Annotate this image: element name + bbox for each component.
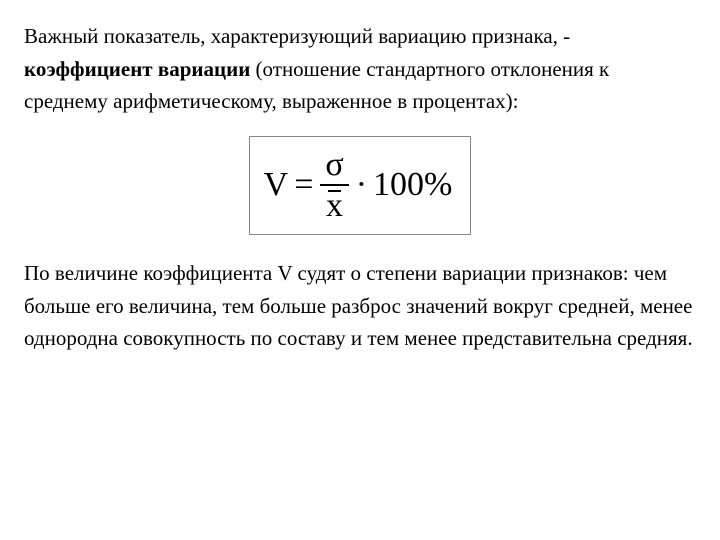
formula-denominator: x bbox=[320, 184, 349, 224]
explanation-paragraph: По величине коэффициента V судят о степе… bbox=[24, 257, 696, 355]
term-bold: коэффициент вариации bbox=[24, 57, 250, 81]
x-bar: x bbox=[326, 188, 343, 224]
intro-text-1: Важный показатель, характеризующий вариа… bbox=[24, 24, 570, 48]
formula-container: V = σ x · 100% bbox=[24, 136, 696, 235]
intro-paragraph: Важный показатель, характеризующий вариа… bbox=[24, 20, 696, 118]
formula-numerator: σ bbox=[319, 147, 349, 185]
formula-dot: · bbox=[356, 159, 367, 212]
formula-rhs: 100% bbox=[373, 159, 452, 212]
formula-box: V = σ x · 100% bbox=[249, 136, 472, 235]
formula-row: V = σ x · 100% bbox=[264, 147, 453, 224]
formula-lhs: V bbox=[264, 159, 289, 212]
formula-eq: = bbox=[294, 159, 313, 212]
formula-fraction: σ x bbox=[319, 147, 349, 224]
